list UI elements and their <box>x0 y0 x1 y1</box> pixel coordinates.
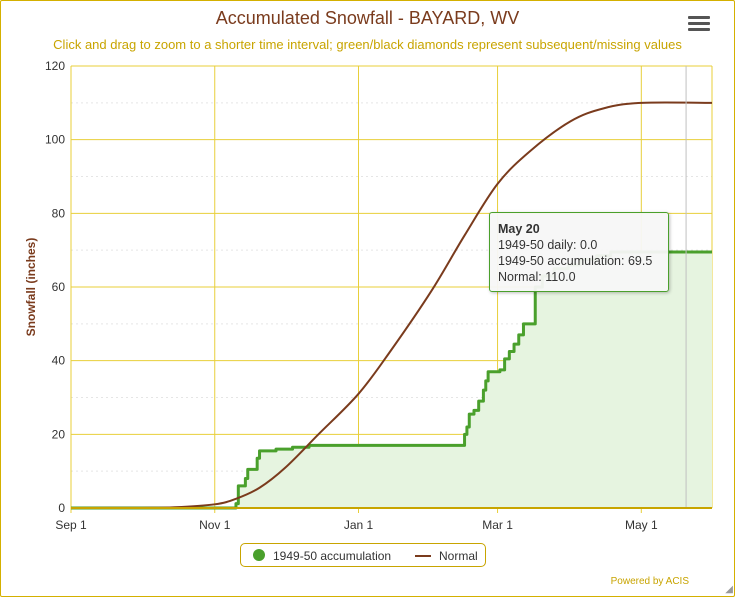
legend-accumulation-marker <box>253 549 265 561</box>
x-tick-label: Nov 1 <box>199 518 231 532</box>
resize-handle-icon[interactable]: ◢ <box>725 584 733 595</box>
hamburger-menu-icon[interactable] <box>688 16 710 34</box>
legend-item-accumulation[interactable]: 1949-50 accumulation <box>253 549 391 563</box>
x-axis-ticks: Sep 1 Nov 1 Jan 1 Mar 1 May 1 <box>55 518 658 532</box>
tooltip-normal: Normal: 110.0 <box>498 270 576 284</box>
x-tick-label: Jan 1 <box>344 518 374 532</box>
data-tooltip: May 20 1949-50 daily: 0.0 1949-50 accumu… <box>489 212 669 292</box>
y-tick-label: 120 <box>45 59 65 73</box>
menu-bar-3 <box>688 28 710 31</box>
x-tick-label: May 1 <box>625 518 658 532</box>
x-tick-label: Sep 1 <box>55 518 87 532</box>
y-axis-label: Snowfall (inches) <box>24 238 38 337</box>
accumulation-area <box>71 252 712 508</box>
y-tick-label: 100 <box>45 133 65 147</box>
normal-series-line[interactable] <box>70 101 713 509</box>
tooltip-date: May 20 <box>498 222 540 236</box>
menu-bar-1 <box>688 16 710 19</box>
y-tick-label: 80 <box>52 206 66 220</box>
legend-item-normal[interactable]: Normal <box>415 549 478 563</box>
x-tick-label: Mar 1 <box>482 518 513 532</box>
legend-normal-marker <box>415 555 431 557</box>
acis-credit-link[interactable]: Powered by ACIS <box>610 576 689 587</box>
chart-title: Accumulated Snowfall - BAYARD, WV <box>215 8 520 28</box>
menu-bar-2 <box>688 22 710 25</box>
legend-normal-label: Normal <box>439 549 478 563</box>
y-tick-label: 0 <box>58 501 65 515</box>
y-tick-label: 20 <box>52 427 66 441</box>
chart-subtitle: Click and drag to zoom to a shorter time… <box>53 37 682 52</box>
y-tick-label: 60 <box>52 280 66 294</box>
y-tick-label: 40 <box>52 354 66 368</box>
tooltip-accumulation: 1949-50 accumulation: 69.5 <box>498 254 653 268</box>
y-axis-ticks: 0 20 40 60 80 100 120 <box>45 59 65 515</box>
tooltip-daily: 1949-50 daily: 0.0 <box>498 238 598 252</box>
chart-legend: 1949-50 accumulation Normal <box>240 543 486 567</box>
legend-accumulation-label: 1949-50 accumulation <box>273 549 392 563</box>
